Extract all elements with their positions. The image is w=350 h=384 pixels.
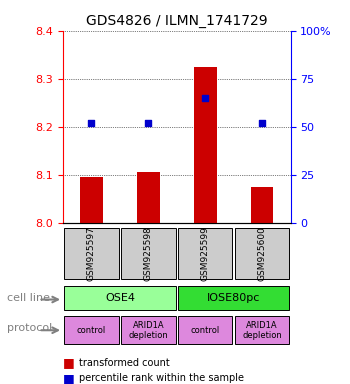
Text: GSM925598: GSM925598 [144,226,153,281]
Text: GSM925600: GSM925600 [258,226,267,281]
Text: transformed count: transformed count [79,358,169,368]
FancyBboxPatch shape [178,228,232,279]
FancyBboxPatch shape [121,228,176,279]
Bar [194,67,217,223]
FancyBboxPatch shape [178,316,232,344]
FancyBboxPatch shape [235,228,289,279]
Point [146,120,151,126]
Text: ■: ■ [63,356,75,369]
Text: IOSE80pc: IOSE80pc [207,293,260,303]
Bar [137,172,160,223]
Point [202,95,208,101]
Text: GSM925597: GSM925597 [87,226,96,281]
FancyBboxPatch shape [178,286,289,310]
Title: GDS4826 / ILMN_1741729: GDS4826 / ILMN_1741729 [86,14,267,28]
Text: ■: ■ [63,372,75,384]
FancyBboxPatch shape [64,316,119,344]
FancyBboxPatch shape [121,316,176,344]
FancyBboxPatch shape [64,228,119,279]
FancyBboxPatch shape [64,286,176,310]
Text: control: control [190,326,220,335]
Point [259,120,265,126]
Text: OSE4: OSE4 [105,293,135,303]
Bar [80,177,103,223]
Text: protocol: protocol [7,323,52,333]
Bar [251,187,273,223]
Text: ARID1A
depletion: ARID1A depletion [128,321,168,340]
Text: percentile rank within the sample: percentile rank within the sample [79,373,244,383]
FancyBboxPatch shape [235,316,289,344]
Text: GSM925599: GSM925599 [201,226,210,281]
Text: control: control [77,326,106,335]
Text: cell line: cell line [7,293,50,303]
Text: ARID1A
depletion: ARID1A depletion [242,321,282,340]
Point [89,120,94,126]
